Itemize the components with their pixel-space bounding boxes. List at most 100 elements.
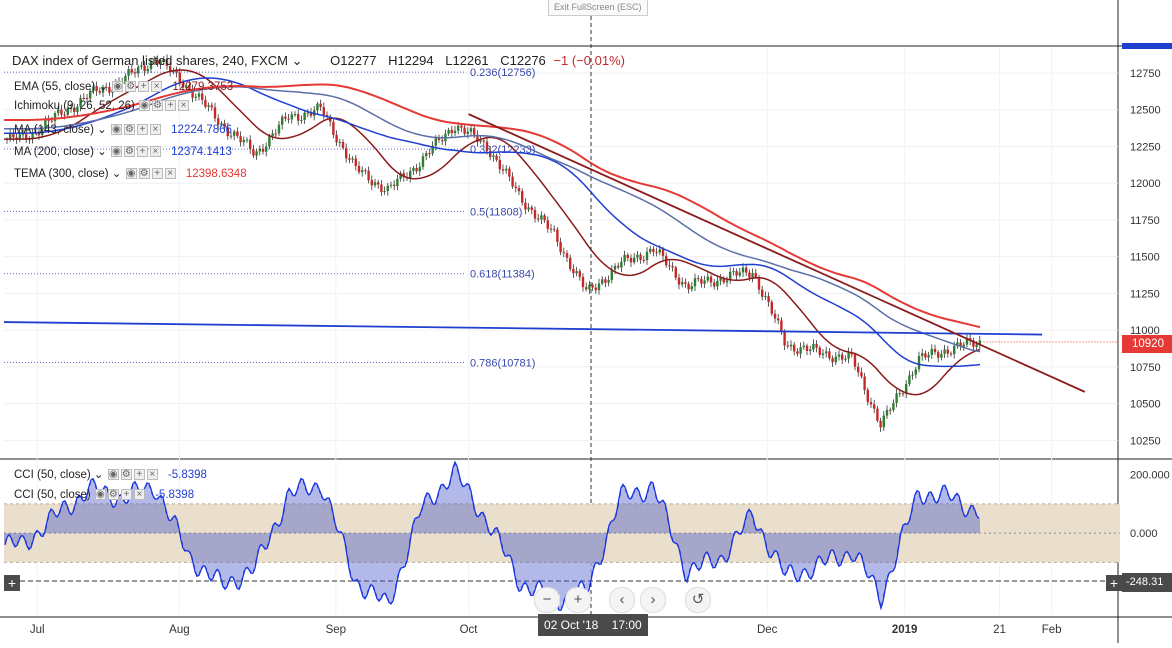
eye-icon[interactable]: ◉ [107,469,119,481]
close-icon[interactable]: × [151,81,163,93]
candle-body [357,165,361,173]
settings-icon[interactable]: ⚙ [123,146,135,158]
eye-icon[interactable]: ◉ [112,81,124,93]
legend-ma143[interactable]: MA (143, close) ⌄ ◉ ⚙ + × 12224.7866 [14,122,232,136]
candle-body [348,158,351,160]
eye-icon[interactable]: ◉ [110,146,122,158]
candle-body [537,218,540,220]
candle-body [415,168,418,172]
candle-body [719,278,722,281]
exit-fullscreen-button[interactable]: Exit FullScreen (ESC) [548,0,648,16]
candle-body [546,220,549,229]
candle-body [933,348,937,353]
legend-ma200[interactable]: MA (200, close) ⌄ ◉ ⚙ + × 12374.1413 [14,144,232,158]
close-icon[interactable]: × [178,100,190,112]
candle-body [505,168,508,171]
candle-body [60,109,63,115]
fib-level-label: 0.786(10781) [470,357,535,369]
candle-body [834,356,837,363]
close-icon[interactable]: × [149,124,161,136]
chevron-down-icon[interactable]: ⌄ [97,124,107,136]
candle-body [197,93,201,97]
candle-body [322,107,325,116]
candle-body [201,93,204,100]
settings-icon[interactable]: ⚙ [125,81,137,93]
more-icon[interactable]: + [120,489,132,501]
candle-body [809,349,812,351]
more-icon[interactable]: + [133,469,145,481]
scroll-left-button[interactable]: ‹ [609,587,635,613]
candle-body [508,168,511,177]
candle-body [300,120,303,122]
more-icon[interactable]: + [165,100,177,112]
close-icon[interactable]: × [133,489,145,501]
eye-icon[interactable]: ◉ [125,168,137,180]
more-icon[interactable]: + [136,146,148,158]
add-plus-icon[interactable]: + [1106,575,1122,591]
zoom-in-button[interactable]: + [565,587,591,613]
legend-cci-1[interactable]: CCI (50, close) ⌄ ◉ ⚙ + × -5.8398 [14,467,207,481]
candle-body [783,331,786,346]
more-icon[interactable]: + [136,124,148,136]
candle-body [687,283,690,290]
chevron-down-icon[interactable]: ⌄ [97,146,107,158]
chevron-down-icon[interactable]: ⌄ [291,53,303,68]
candle-body [319,103,322,108]
price-tick-label: 11750 [1130,215,1160,227]
candle-body [389,184,393,186]
candle-body [501,169,505,171]
legend-ema55[interactable]: EMA (55, close) ⌄ ◉ ⚙ + × 12279.3753 [14,79,233,93]
settings-icon[interactable]: ⚙ [152,100,164,112]
candle-body [879,420,882,428]
legend-cci-2[interactable]: CCI (50, close) ◉ ⚙ + × -5.8398 [14,489,194,501]
candle-body [943,349,946,354]
scroll-right-button[interactable]: › [640,587,666,613]
close-icon[interactable]: × [149,146,161,158]
cci-crosshair-value: -248.31 [1122,573,1172,592]
candle-body [345,147,348,159]
candle-body [293,114,297,116]
more-icon[interactable]: + [138,81,150,93]
reset-chart-button[interactable]: ↺ [685,587,711,613]
ohlc-change: −1 (−0.01%) [553,53,625,68]
candle-body [450,129,453,134]
eye-icon[interactable]: ◉ [94,489,106,501]
horizontal-trendline [3,321,1043,336]
legend-ichimoku-label: Ichimoku (9, 26, 52, 26) [14,100,135,112]
settings-icon[interactable]: ⚙ [123,124,135,136]
candle-body [837,354,841,357]
legend-tema300[interactable]: TEMA (300, close) ⌄ ◉ ⚙ + × 12398.6348 [14,166,247,180]
candle-body [466,131,469,134]
eye-icon[interactable]: ◉ [139,100,151,112]
last-price-label: 10920 [1122,335,1172,353]
settings-icon[interactable]: ⚙ [107,489,119,501]
candle-body [517,188,521,192]
chevron-down-icon[interactable]: ⌄ [98,81,109,93]
settings-icon[interactable]: ⚙ [120,469,132,481]
candle-body [645,251,649,261]
candle-body [309,112,313,116]
close-icon[interactable]: × [164,168,176,180]
candle-body [761,289,764,297]
zoom-out-button[interactable]: − [534,587,560,613]
candle-body [898,393,901,395]
settings-icon[interactable]: ⚙ [138,168,150,180]
symbol-title[interactable]: DAX index of German listed shares, 240, … [12,53,289,68]
candle-body [351,158,354,160]
candle-body [895,393,898,403]
candle-body [924,353,927,358]
candle-body [607,279,610,283]
candle-body [972,340,975,347]
more-icon[interactable]: + [151,168,163,180]
eye-icon[interactable]: ◉ [110,124,122,136]
close-icon[interactable]: × [146,469,158,481]
chevron-down-icon[interactable]: ⌄ [93,469,104,481]
chevron-down-icon[interactable]: ⌄ [111,168,122,180]
legend-ichimoku[interactable]: Ichimoku (9, 26, 52, 26) ◉ ⚙ + × [14,100,190,112]
candle-body [402,173,405,177]
candle-body [258,148,261,152]
add-plus-icon[interactable]: + [4,575,20,591]
cci-line [4,460,980,611]
candle-body [143,65,146,72]
candle-body [316,103,319,111]
